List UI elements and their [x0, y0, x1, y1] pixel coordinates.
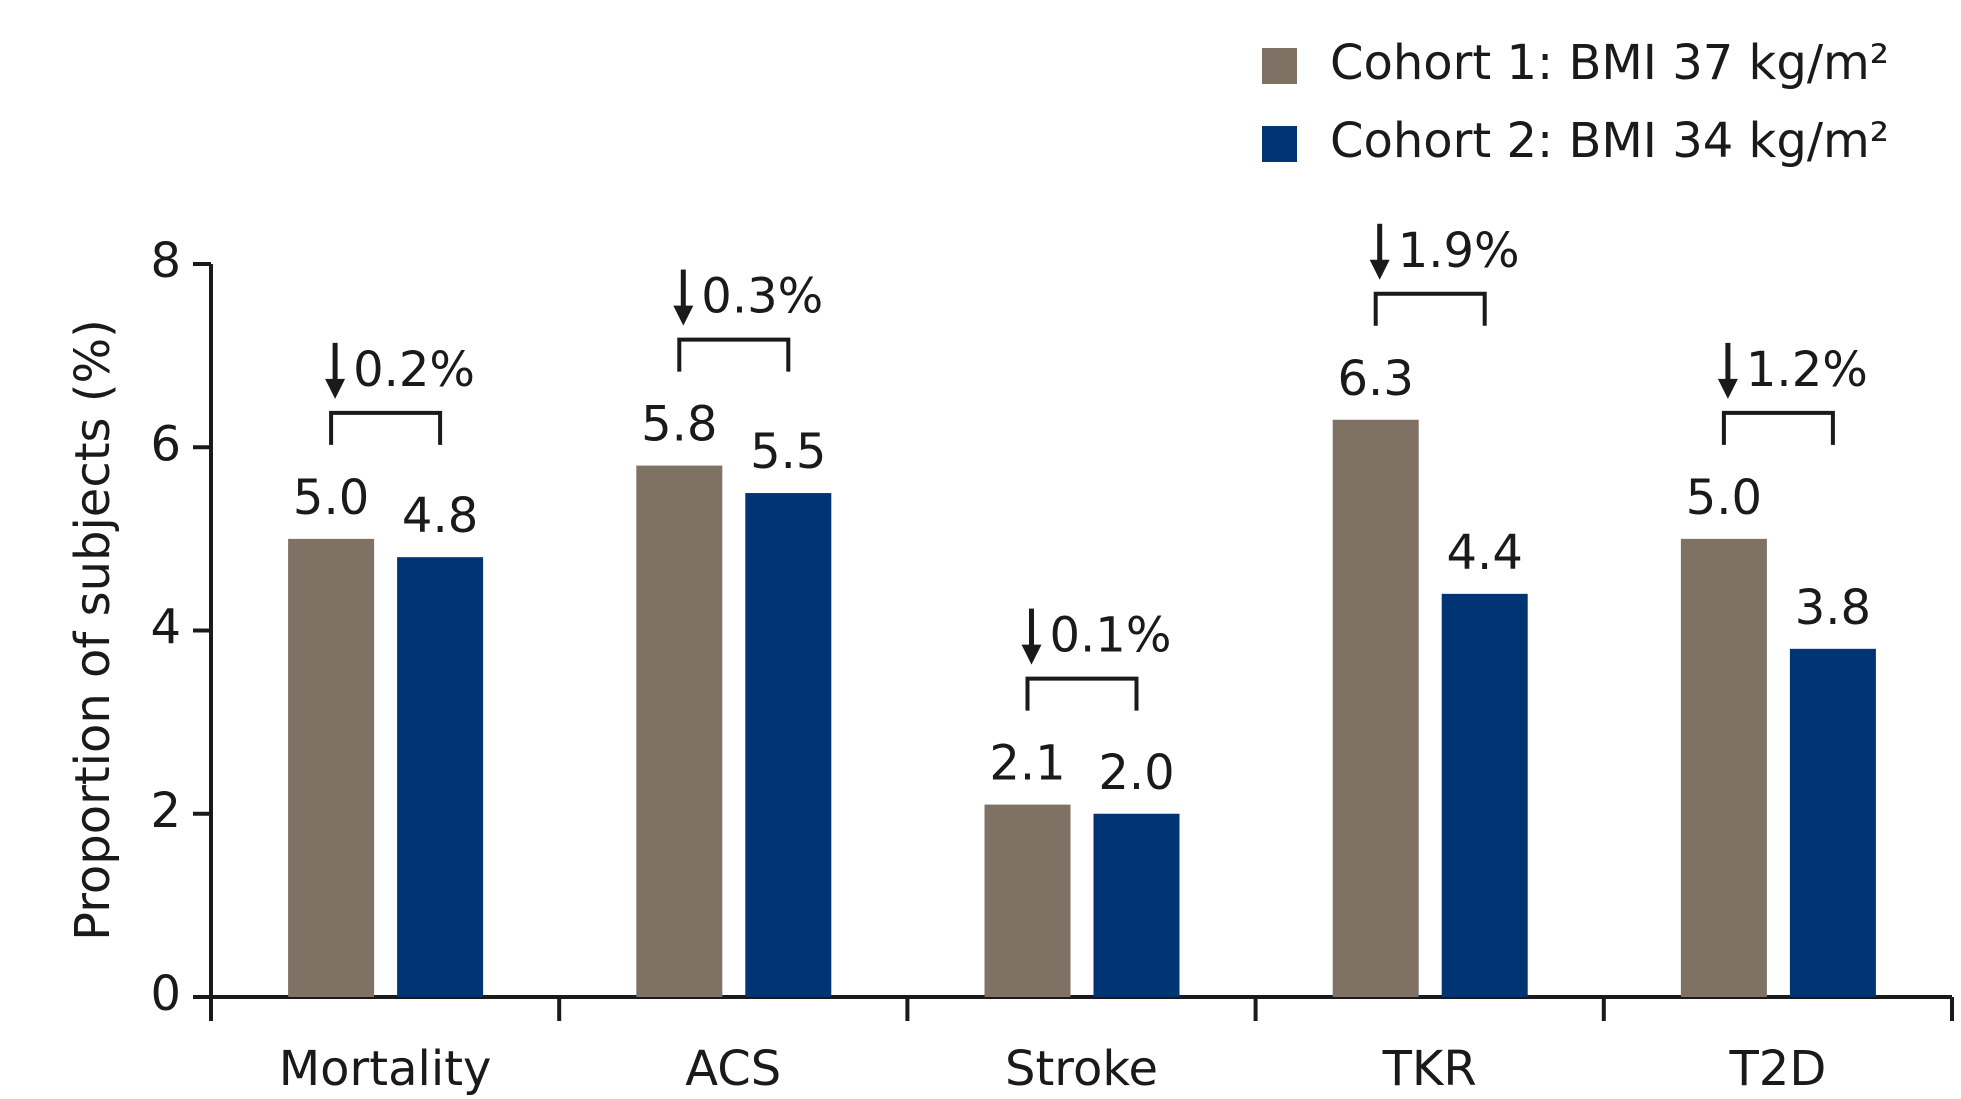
y-tick-label: 4	[150, 600, 181, 656]
y-tick-label: 6	[150, 416, 181, 472]
legend-swatch	[1262, 48, 1297, 84]
value-label: 2.1	[989, 736, 1065, 792]
value-label: 5.8	[641, 397, 717, 453]
legend-label: Cohort 1: BMI 37 kg/m²	[1330, 35, 1889, 91]
y-tick-label: 0	[150, 966, 181, 1022]
arrow-head	[1717, 378, 1738, 399]
y-tick-label: 2	[150, 783, 181, 839]
y-axis-label: Proportion of subjects (%)	[65, 319, 121, 941]
value-label: 2.0	[1098, 745, 1174, 801]
value-label: 5.0	[293, 470, 369, 526]
value-label: 4.4	[1447, 525, 1523, 581]
arrow-head	[1021, 644, 1042, 665]
bar	[288, 538, 375, 997]
arrow-head	[1369, 259, 1390, 280]
x-tick-label: ACS	[685, 1041, 781, 1097]
bar	[1332, 419, 1419, 997]
bracket	[329, 410, 443, 445]
value-label: 6.3	[1338, 351, 1414, 407]
arrow-head	[673, 305, 694, 326]
value-label: 5.5	[750, 424, 826, 480]
legend-swatch	[1262, 126, 1297, 162]
annotation: 0.2%	[353, 342, 475, 398]
x-tick-label: Mortality	[279, 1041, 492, 1097]
bracket	[1025, 676, 1139, 711]
bar	[636, 465, 723, 997]
bar	[397, 557, 484, 997]
bar	[1680, 538, 1767, 997]
bar	[1093, 813, 1180, 997]
bracket	[1721, 410, 1835, 445]
bar	[984, 804, 1071, 997]
annotation: 1.9%	[1398, 223, 1520, 279]
annotation: 1.2%	[1746, 342, 1868, 398]
value-label: 4.8	[402, 488, 478, 544]
x-tick-label: Stroke	[1005, 1041, 1158, 1097]
value-label: 3.8	[1795, 580, 1871, 636]
arrow-head	[325, 378, 346, 399]
value-label: 5.0	[1686, 470, 1762, 526]
bracket	[677, 337, 791, 372]
y-tick-label: 8	[150, 233, 181, 289]
annotation: 0.1%	[1050, 608, 1172, 664]
bracket	[1373, 291, 1487, 326]
x-tick-label: TKR	[1382, 1041, 1477, 1097]
legend-label: Cohort 2: BMI 34 kg/m²	[1330, 113, 1889, 169]
annotation: 0.3%	[701, 269, 823, 325]
bar	[745, 493, 832, 997]
bar	[1789, 648, 1876, 997]
x-tick-label: T2D	[1728, 1041, 1826, 1097]
bar	[1441, 593, 1528, 997]
